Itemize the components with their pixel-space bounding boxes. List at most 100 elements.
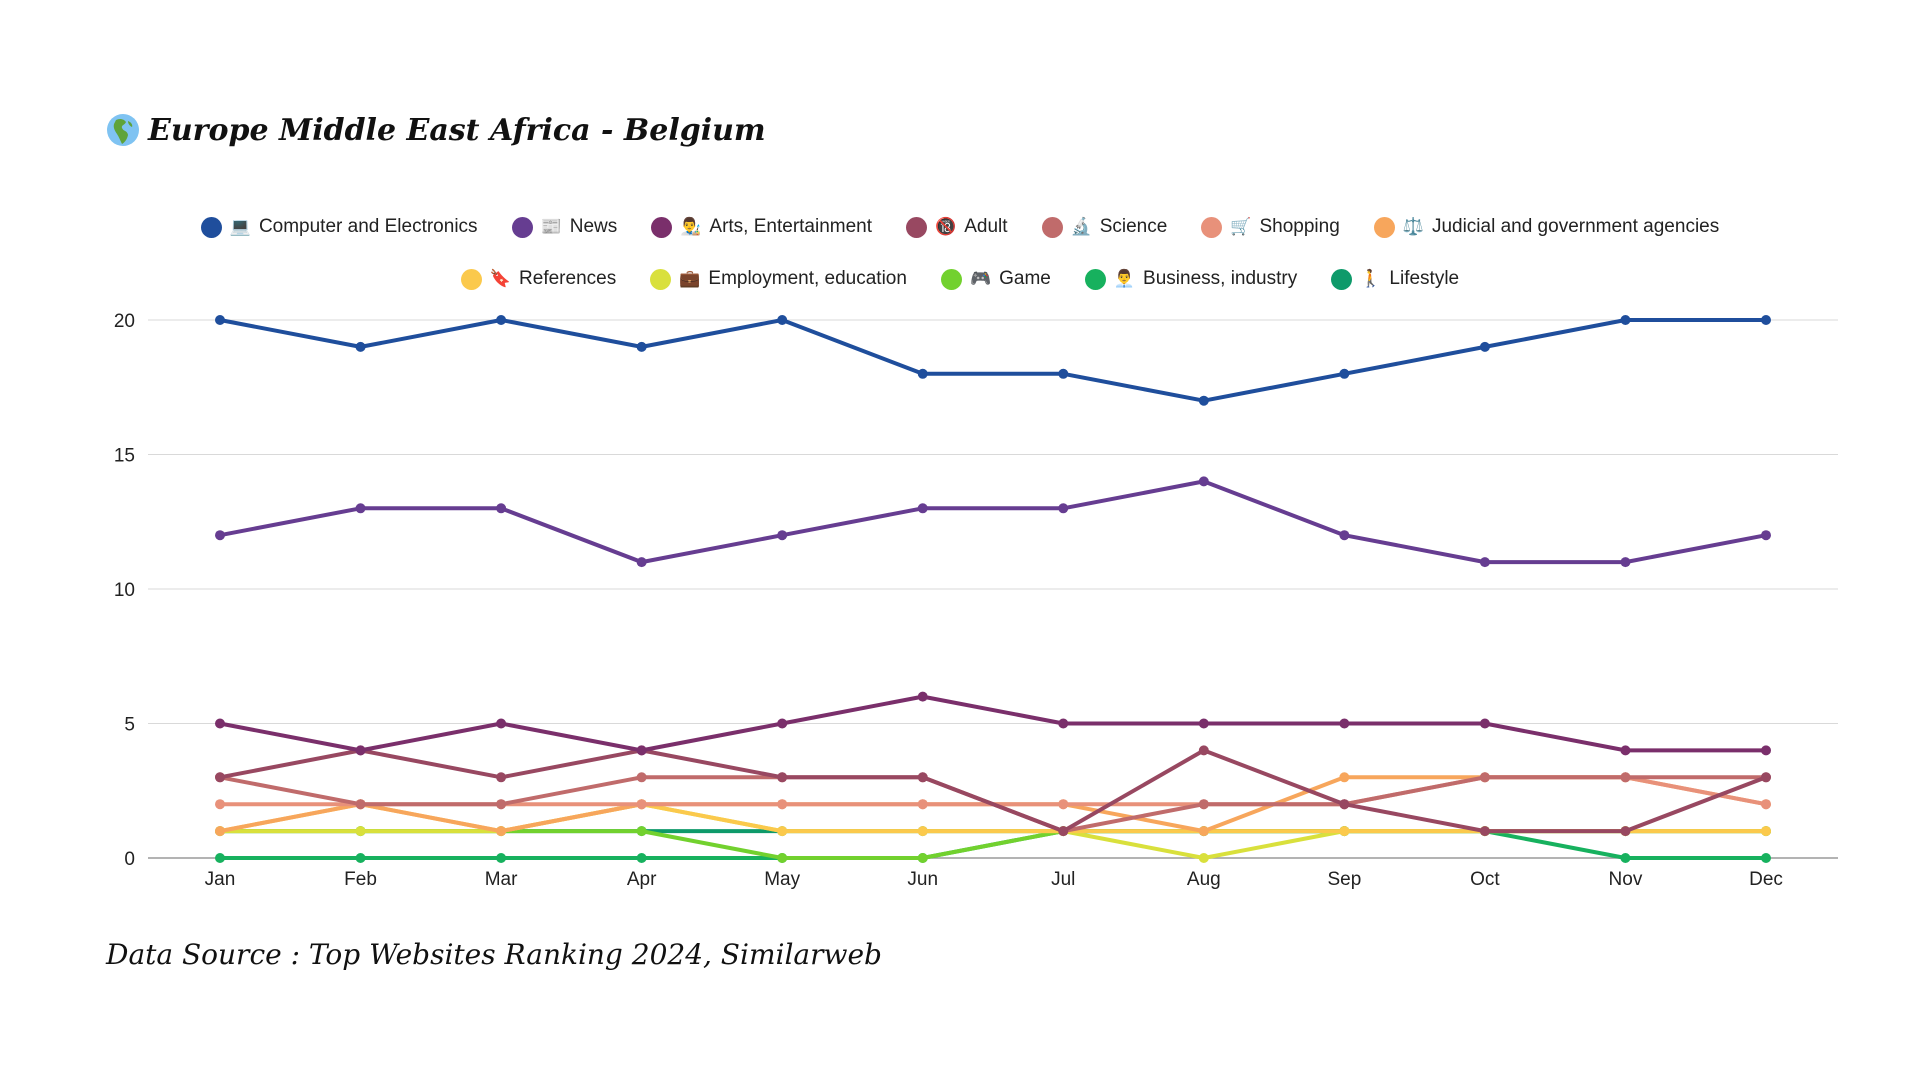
data-point-news-feb: [355, 503, 366, 514]
data-point-science-aug: [1198, 799, 1209, 810]
data-point-shopping-dec: [1761, 799, 1771, 810]
data-point-computer-and-electronics-dec: [1761, 315, 1771, 325]
data-point-adult-may: [777, 772, 788, 783]
legend-swatch: [511, 216, 533, 238]
y-tick-label-5: 5: [124, 715, 135, 736]
data-point-computer-and-electronics-jul: [1058, 368, 1069, 379]
data-point-arts-entertainment-dec: [1761, 745, 1771, 756]
category-emoji-icon: 🔖: [489, 269, 512, 289]
data-point-computer-and-electronics-oct: [1479, 341, 1490, 352]
data-point-arts-entertainment-mar: [496, 718, 507, 729]
series-line-arts-entertainment: [218, 694, 1768, 753]
chart-title-container: Europe Middle East Africa - Belgium: [106, 108, 766, 152]
data-point-shopping-apr: [636, 799, 647, 810]
data-point-computer-and-electronics-mar: [496, 315, 507, 325]
x-tick-label-jul: Jul: [1051, 869, 1075, 890]
data-point-computer-and-electronics-jan: [215, 315, 225, 325]
legend-item-shopping[interactable]: 🛒 Shopping: [1201, 216, 1340, 238]
data-point-judicial-and-government-agencies-aug: [1198, 826, 1209, 837]
data-point-science-apr: [636, 772, 647, 783]
legend-swatch: [650, 268, 672, 290]
legend-label: News: [569, 216, 618, 237]
legend-item-lifestyle[interactable]: 🚶 Lifestyle: [1331, 268, 1459, 290]
data-point-references-may: [777, 826, 788, 837]
data-point-business-industry-dec: [1761, 853, 1771, 863]
data-point-computer-and-electronics-jun: [917, 368, 928, 379]
category-emoji-icon: 🛒: [1230, 217, 1252, 237]
data-point-news-mar: [496, 503, 507, 514]
data-point-arts-entertainment-sep: [1339, 718, 1350, 729]
legend-swatch: [940, 268, 962, 290]
data-point-adult-oct: [1479, 826, 1490, 837]
category-emoji-icon: ⚖️: [1402, 217, 1424, 237]
data-point-shopping-jan: [215, 799, 225, 810]
data-point-news-sep: [1339, 530, 1350, 541]
category-emoji-icon: 📰: [540, 217, 562, 237]
data-point-adult-mar: [496, 772, 507, 783]
data-point-arts-entertainment-jul: [1058, 718, 1069, 729]
category-emoji-icon: 🔬: [1070, 217, 1092, 237]
category-emoji-icon: 🎮: [969, 269, 992, 289]
category-emoji-icon: 👨‍💼: [1113, 269, 1136, 289]
data-point-business-industry-feb: [355, 853, 366, 863]
data-point-news-may: [777, 530, 788, 541]
data-point-arts-entertainment-nov: [1620, 745, 1631, 756]
data-point-references-sep: [1339, 826, 1350, 837]
data-point-arts-entertainment-apr: [636, 745, 647, 756]
y-tick-label-0: 0: [124, 849, 135, 870]
data-point-news-aug: [1198, 476, 1209, 487]
data-point-computer-and-electronics-feb: [355, 341, 366, 352]
data-point-science-oct: [1479, 772, 1490, 783]
category-emoji-icon: 🔞: [935, 217, 957, 237]
data-point-employment-education-aug: [1198, 853, 1209, 863]
legend-item-judicial-and-government-agencies[interactable]: ⚖️ Judicial and government agencies: [1373, 216, 1719, 238]
legend-row-2: 🔖 References 💼 Employment, education 🎮 Game 👨‍…: [0, 268, 1920, 290]
data-point-adult-aug: [1198, 745, 1209, 756]
data-point-science-feb: [355, 799, 366, 810]
x-tick-label-jan: Jan: [205, 869, 236, 890]
legend-item-business-industry[interactable]: 👨‍💼 Business, industry: [1084, 268, 1298, 290]
data-point-news-nov: [1620, 557, 1631, 568]
data-point-game-may: [777, 853, 788, 863]
x-tick-label-aug: Aug: [1187, 869, 1221, 890]
data-point-game-apr: [636, 826, 647, 837]
globe-europe-africa-icon: [107, 114, 139, 146]
legend-item-employment-education[interactable]: 💼 Employment, education: [650, 268, 907, 290]
legend-label: Arts, Entertainment: [709, 216, 873, 237]
y-tick-label-15: 15: [114, 446, 135, 467]
data-point-computer-and-electronics-may: [777, 315, 788, 325]
data-point-news-oct: [1479, 557, 1490, 568]
legend-item-computer-and-electronics[interactable]: 💻 Computer and Electronics: [200, 216, 478, 238]
data-point-employment-education-feb: [355, 826, 366, 837]
legend-item-news[interactable]: 📰 News: [511, 216, 618, 238]
legend-label: Game: [999, 268, 1051, 289]
series-line-shopping: [218, 775, 1768, 807]
legend-label: Business, industry: [1143, 268, 1298, 289]
legend-swatch: [1084, 268, 1106, 290]
legend-item-references[interactable]: 🔖 References: [460, 268, 616, 290]
series-line-computer-and-electronics: [218, 318, 1768, 403]
x-tick-label-feb: Feb: [344, 869, 377, 890]
data-point-computer-and-electronics-aug: [1198, 395, 1209, 406]
data-point-shopping-jun: [917, 799, 928, 810]
legend-swatch: [1201, 216, 1223, 238]
legend-item-game[interactable]: 🎮 Game: [940, 268, 1051, 290]
legend-label: Employment, education: [708, 268, 907, 289]
legend-label: Computer and Electronics: [258, 216, 478, 237]
data-point-news-apr: [636, 557, 647, 568]
legend-item-adult[interactable]: 🔞 Adult: [906, 216, 1008, 238]
x-tick-label-may: May: [764, 869, 800, 890]
series-line-references: [218, 802, 1768, 834]
y-tick-label-20: 20: [114, 311, 135, 332]
data-point-adult-nov: [1620, 826, 1631, 837]
legend-item-science[interactable]: 🔬 Science: [1041, 216, 1167, 238]
data-point-game-jun: [917, 853, 928, 863]
legend-swatch: [200, 216, 222, 238]
category-emoji-icon: 💼: [679, 269, 701, 289]
legend-label: Lifestyle: [1389, 268, 1460, 289]
data-point-adult-sep: [1339, 799, 1350, 810]
series-line-news: [218, 479, 1768, 565]
legend-item-arts-entertainment[interactable]: 👨‍🎨 Arts, Entertainment: [651, 216, 872, 238]
data-point-shopping-jul: [1058, 799, 1069, 810]
